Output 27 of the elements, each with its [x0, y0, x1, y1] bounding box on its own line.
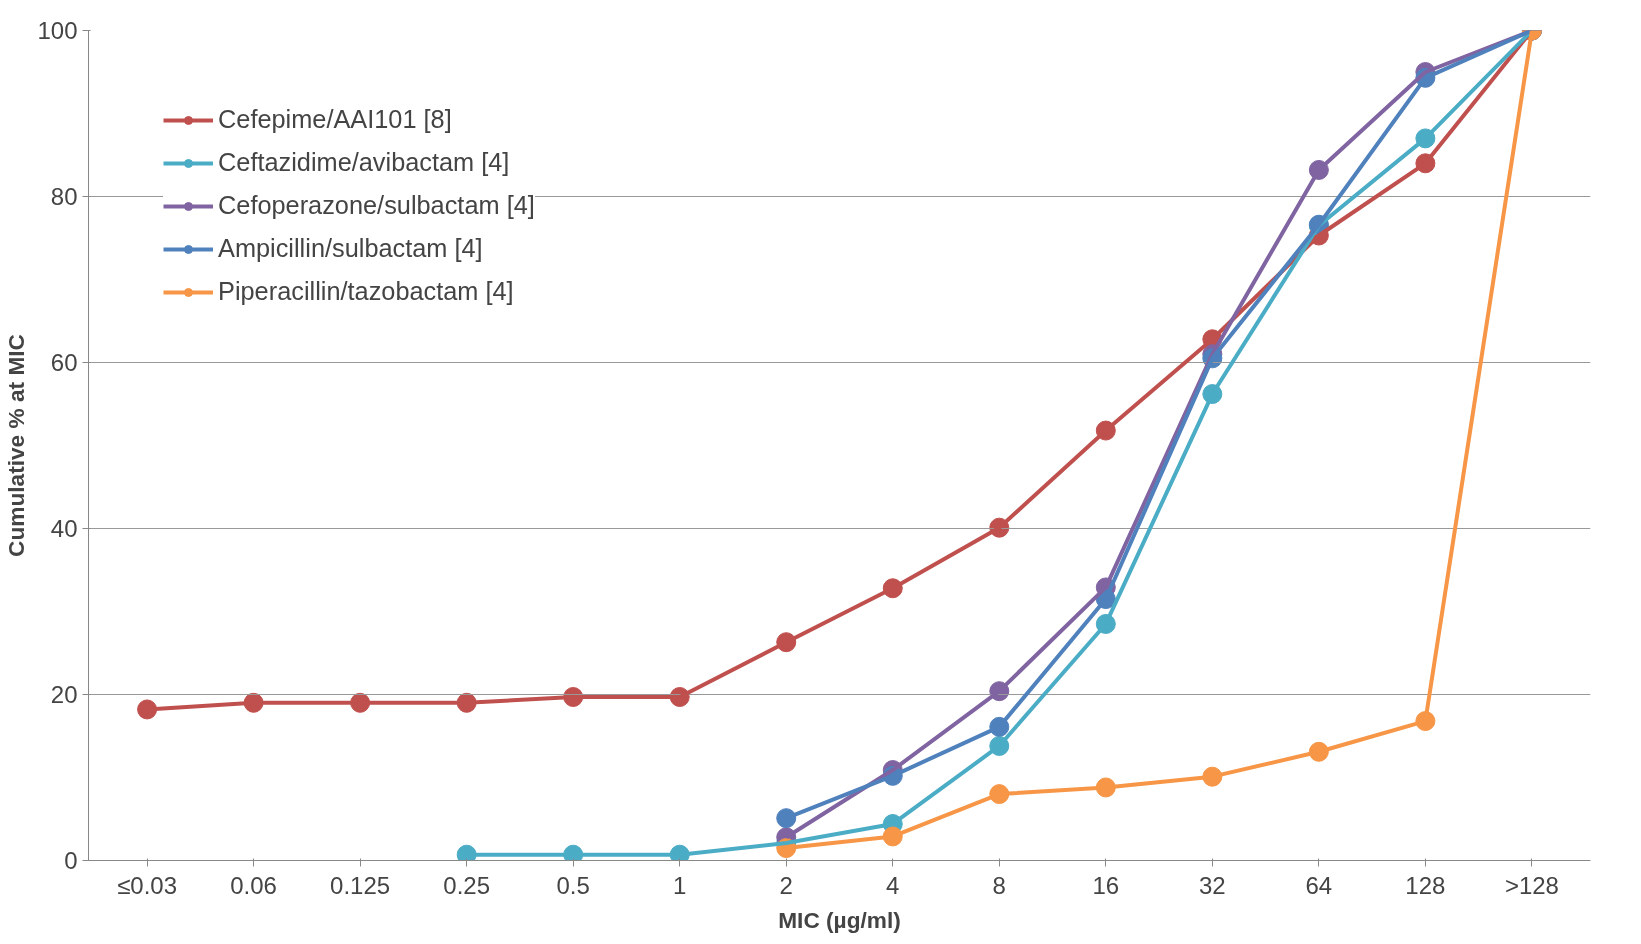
- y-tick-label: 40: [50, 515, 78, 542]
- y-tick-label: 0: [64, 847, 78, 874]
- x-tick-label: 0.25: [443, 871, 491, 899]
- legend-label: Ampicillin/sulbactam [4]: [218, 234, 483, 263]
- legend-label: Cefepime/AAI101 [8]: [218, 105, 452, 134]
- x-tick-label: 128: [1405, 871, 1446, 899]
- x-axis-title: MIC (µg/ml): [778, 906, 901, 933]
- x-tick-label: 0.5: [556, 871, 590, 899]
- y-tick-label: 100: [37, 17, 78, 44]
- y-tick-label: 80: [50, 183, 78, 210]
- x-tick-label: 64: [1305, 871, 1333, 899]
- x-tick-label: 16: [1092, 871, 1120, 899]
- x-tick-label: 0.06: [230, 871, 277, 899]
- x-tick-label: ≤0.03: [117, 871, 178, 899]
- x-tick-label: 8: [992, 871, 1006, 899]
- x-tick-label: 1: [673, 871, 687, 899]
- x-tick-label: >128: [1504, 871, 1559, 899]
- x-tick-label: 4: [886, 871, 900, 899]
- y-tick-label: 60: [50, 349, 78, 376]
- y-tick-label: 20: [50, 681, 78, 708]
- x-tick-label: 2: [779, 871, 793, 899]
- x-tick-label: 0.125: [330, 871, 391, 899]
- y-axis-title: Cumulative % at MIC: [3, 334, 30, 557]
- x-tick-label: 32: [1198, 871, 1226, 899]
- legend-label: Ceftazidime/avibactam [4]: [218, 148, 510, 177]
- legend-label: Piperacillin/tazobactam [4]: [218, 277, 514, 306]
- legend-label: Cefoperazone/sulbactam [4]: [218, 191, 535, 220]
